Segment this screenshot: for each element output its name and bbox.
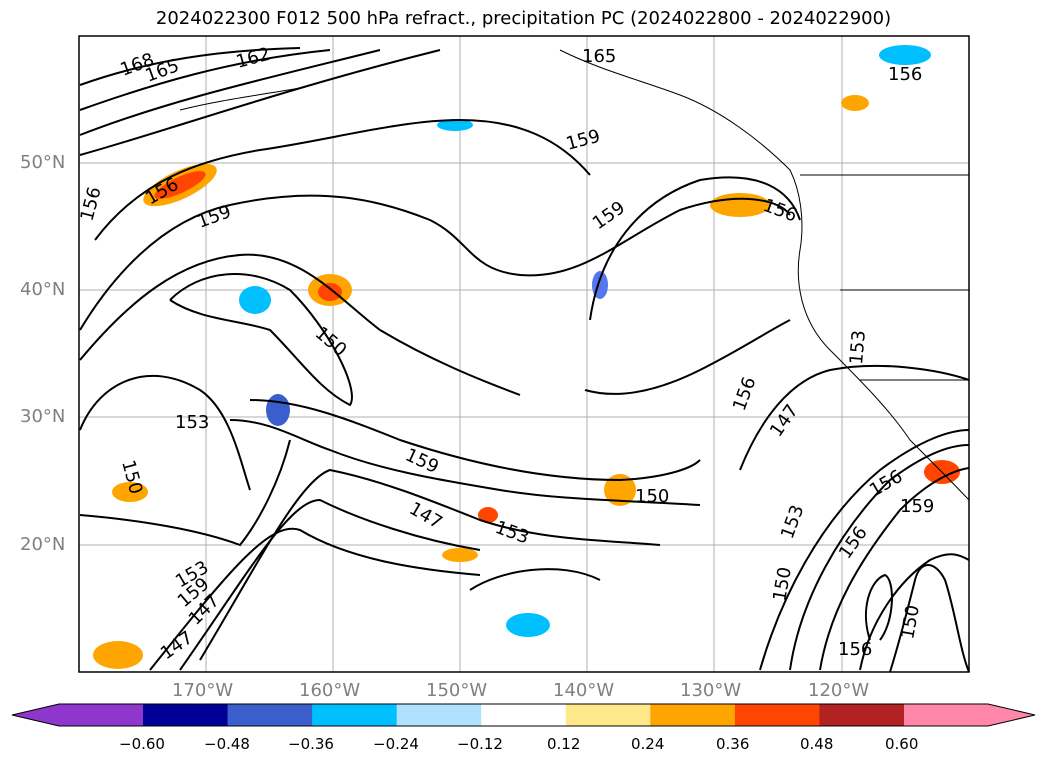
contour-label: 153 (175, 412, 209, 433)
lat-label-50n: 50°N (20, 152, 66, 173)
lon-label-160w: 160°W (299, 680, 361, 701)
gridlines (79, 36, 969, 672)
colorbar-tick: 0.60 (885, 735, 919, 753)
lon-label-150w: 150°W (426, 680, 488, 701)
colorbar-tick: −0.48 (204, 735, 250, 753)
colorbar-cell (819, 704, 905, 726)
coastline (179, 49, 970, 501)
colorbar-tick: −0.24 (373, 735, 419, 753)
colorbar-cell (650, 704, 736, 726)
colorbar-tick: −0.60 (119, 735, 165, 753)
colorbar-tick: −0.36 (288, 735, 334, 753)
colorbar-cell (481, 704, 567, 726)
map-title: 2024022300 F012 500 hPa refract., precip… (155, 8, 892, 29)
colorbar-tick: −0.12 (457, 735, 503, 753)
colorbar-cell (734, 704, 820, 726)
lat-label-30n: 30°N (20, 406, 66, 427)
lon-label-120w: 120°W (808, 680, 870, 701)
colorbar-outline (11, 703, 1036, 727)
colorbar-extend-high (904, 704, 1035, 726)
contour-label: 150 (635, 486, 669, 507)
colorbar-cell (396, 704, 482, 726)
lon-label-130w: 130°W (680, 680, 742, 701)
lat-label-20n: 20°N (20, 534, 66, 555)
colorbar-tick: 0.24 (631, 735, 665, 753)
contour-label: 153 (846, 329, 870, 365)
lon-label-170w: 170°W (172, 680, 234, 701)
lat-label-40n: 40°N (20, 279, 66, 300)
contour-label: 156 (888, 64, 922, 85)
colorbar-cell (565, 704, 651, 726)
colorbar-tick: 0.36 (716, 735, 750, 753)
contour-label: 165 (582, 46, 616, 67)
contours (79, 47, 970, 673)
colorbar-cell (312, 704, 398, 726)
contour-label: 159 (900, 496, 934, 517)
lon-label-140w: 140°W (553, 680, 615, 701)
colorbar-cell (143, 704, 229, 726)
contour-label: 156 (838, 639, 872, 660)
colorbar-cell (227, 704, 313, 726)
colorbar-tick: 0.48 (800, 735, 834, 753)
colorbar-tick: 0.12 (547, 735, 581, 753)
colorbar-extend-low (12, 704, 143, 726)
map-frame (78, 35, 970, 673)
